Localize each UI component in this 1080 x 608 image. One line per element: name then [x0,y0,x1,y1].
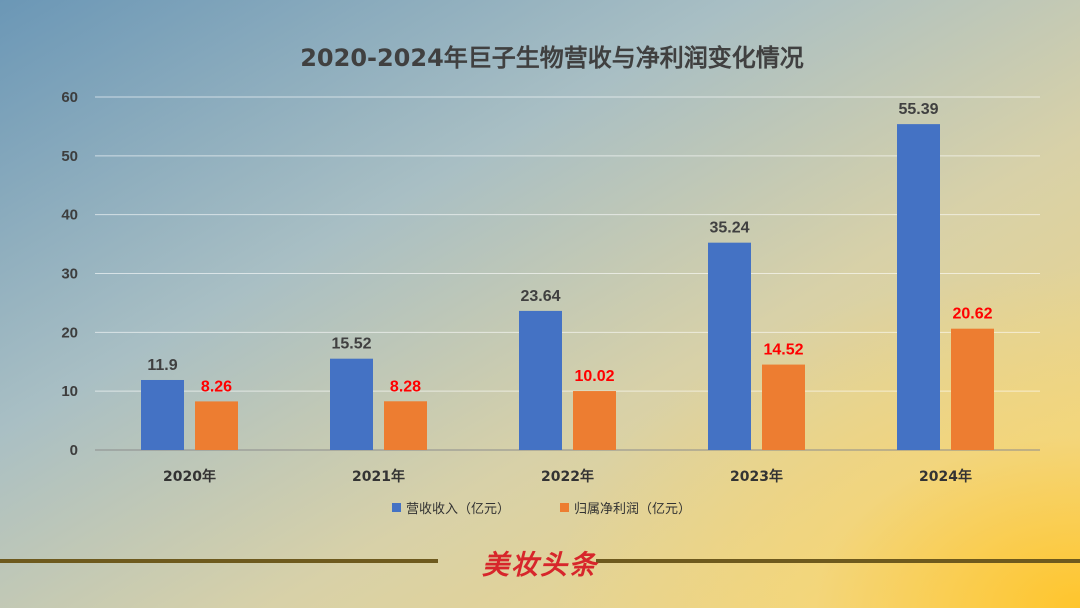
data-label: 8.28 [390,378,421,395]
bar [330,358,373,450]
bar [951,328,994,450]
legend: 营收收入（亿元） 归属净利润（亿元） [392,502,691,517]
y-tick-label: 30 [61,266,78,283]
bar [573,391,616,450]
y-tick-label: 50 [61,148,78,165]
brand-logo: 美妆头条 [482,550,598,581]
y-tick-label: 60 [61,89,78,106]
data-label: 15.52 [331,336,371,353]
bar [708,242,751,450]
y-tick-label: 40 [61,207,78,224]
legend-swatch [392,503,401,512]
data-label: 8.26 [201,378,232,395]
legend-label: 归属净利润（亿元） [574,502,691,517]
footer-divider-right [596,559,1080,563]
data-label: 14.52 [763,342,803,359]
data-label: 35.24 [709,220,749,237]
y-tick-label: 10 [61,383,78,400]
x-tick-label: 2020年 [163,468,216,485]
data-label: 55.39 [898,101,938,118]
data-label: 11.9 [147,357,177,374]
bar [519,310,562,450]
data-label: 10.02 [574,368,614,385]
bar [195,401,238,450]
chart-title: 2020-2024年巨子生物营收与净利润变化情况 [300,44,804,72]
legend-swatch [560,503,569,512]
x-tick-label: 2022年 [541,468,594,485]
grid-lines [95,96,1040,451]
x-tick-label: 2021年 [352,468,405,485]
x-axis: 2020年 2021年 2022年 2023年 2024年 [163,468,972,485]
bar [762,364,805,450]
footer-divider-left [0,559,438,563]
data-label: 23.64 [520,288,560,305]
bar [141,379,184,450]
bar [384,401,427,450]
y-tick-label: 0 [70,442,78,459]
legend-label: 营收收入（亿元） [406,502,510,517]
x-tick-label: 2024年 [919,468,972,485]
bar [897,124,940,451]
x-tick-label: 2023年 [730,468,783,485]
data-label: 20.62 [952,306,992,323]
y-tick-label: 20 [61,324,78,341]
y-axis: 0 10 20 30 40 50 60 [61,89,78,459]
bars: 11.9 8.26 15.52 8.28 23.64 10.02 35.24 14.52 55.… [141,101,994,451]
